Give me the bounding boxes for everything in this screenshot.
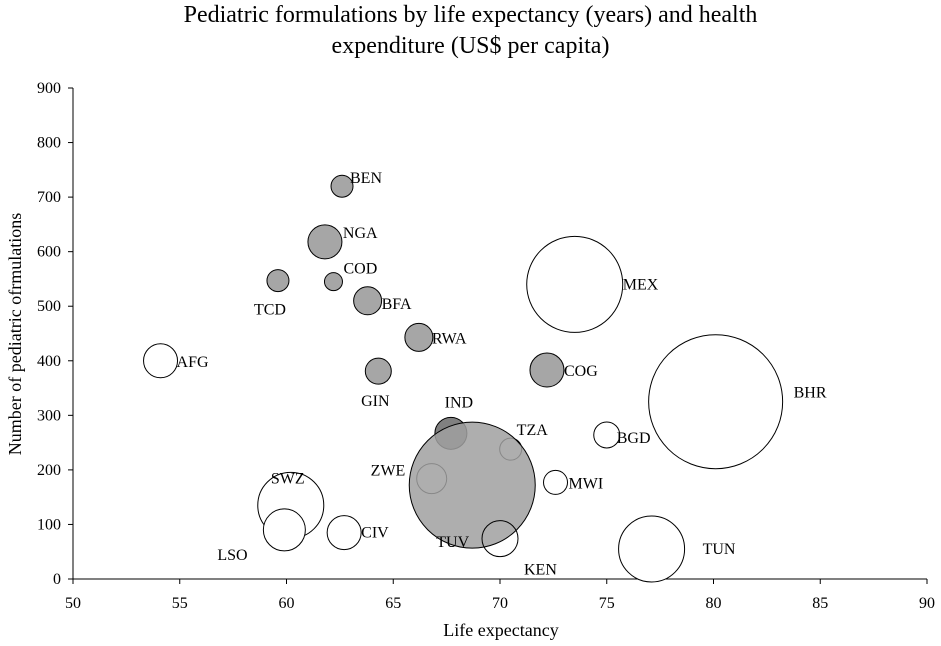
bubble-mex <box>526 235 624 333</box>
bubble-mwi <box>543 469 569 495</box>
bubble-afg <box>143 343 179 379</box>
bubble-bfa <box>353 286 383 316</box>
bubble-label-mex: MEX <box>623 276 659 293</box>
bubble-label-bfa: BFA <box>382 296 412 313</box>
bubble-label-lso: LSO <box>217 547 247 564</box>
bubble-label-mwi: MWI <box>569 475 604 492</box>
x-tick-label: 70 <box>492 595 508 612</box>
bubble-civ <box>326 515 362 551</box>
y-tick-label: 800 <box>37 135 61 152</box>
bubble-cog <box>529 352 565 388</box>
bubble-ben <box>330 174 354 198</box>
bubble-tun <box>618 515 686 583</box>
bubble-label-afg: AFG <box>177 354 209 371</box>
x-tick-label: 65 <box>385 595 401 612</box>
bubble-label-cod: COD <box>343 261 377 278</box>
x-axis-label: Life expectancy <box>443 620 558 640</box>
bubble-labels-group: BEN NGA COD TCD BFA RWA GIN COG IND AFG MEX BHR TZA B… <box>177 170 827 578</box>
x-tick-label: 80 <box>706 595 722 612</box>
bubble-ken <box>481 520 519 558</box>
chart-title: Pediatric formulations by life expectanc… <box>0 0 941 62</box>
bubble-label-zwe: ZWE <box>371 463 406 480</box>
bubble-rwa <box>404 322 434 352</box>
x-tick-label: 50 <box>65 595 81 612</box>
y-tick-label: 200 <box>37 462 61 479</box>
y-tick-label: 0 <box>53 571 61 588</box>
bubble-nga <box>307 224 343 260</box>
bubble-label-tcd: TCD <box>254 302 286 319</box>
bubble-lso <box>262 508 306 552</box>
y-tick-label: 500 <box>37 298 61 315</box>
y-tick-label: 600 <box>37 244 61 261</box>
y-tick-label: 100 <box>37 516 61 533</box>
bubble-bgd <box>593 421 621 449</box>
x-tick-label: 75 <box>599 595 615 612</box>
bubble-label-nga: NGA <box>343 225 378 242</box>
y-tick-label: 900 <box>37 80 61 97</box>
bubble-label-ben: BEN <box>350 170 382 187</box>
bubble-label-ken: KEN <box>524 562 557 579</box>
bubble-tcd <box>266 269 290 293</box>
y-tick-label: 700 <box>37 189 61 206</box>
bubble-label-bhr: BHR <box>794 385 827 402</box>
bubble-gin <box>364 357 392 385</box>
bubble-label-gin: GIN <box>361 393 390 410</box>
y-tick-label: 300 <box>37 407 61 424</box>
bubble-label-swz: SWZ <box>271 470 305 487</box>
bubble-bhr <box>648 334 784 470</box>
chart-title-line-1: Pediatric formulations by life expectanc… <box>183 2 758 28</box>
bubble-label-civ: CIV <box>361 525 389 542</box>
x-tick-label: 60 <box>279 595 295 612</box>
bubbles-group <box>143 174 784 583</box>
bubble-cod <box>323 272 343 292</box>
x-tick-label: 90 <box>919 595 935 612</box>
x-tick-label: 55 <box>172 595 188 612</box>
y-axis-label: Number of pediatric ofrmulations <box>5 213 25 455</box>
bubble-label-tun: TUN <box>703 541 736 558</box>
bubble-label-tuv: TUV <box>436 534 469 551</box>
x-tick-label: 85 <box>812 595 828 612</box>
bubble-label-rwa: RWA <box>432 330 467 347</box>
bubble-label-bgd: BGD <box>617 430 651 447</box>
axes-group: 50 55 60 65 70 75 80 85 900100200300400500600700… <box>37 80 935 612</box>
y-tick-label: 400 <box>37 353 61 370</box>
bubble-label-cog: COG <box>564 363 598 380</box>
chart-title-line-2: expenditure (US$ per capita) <box>331 33 610 59</box>
bubble-label-ind: IND <box>445 394 473 411</box>
bubble-label-tza: TZA <box>517 422 549 439</box>
bubble-tuv <box>408 421 536 549</box>
